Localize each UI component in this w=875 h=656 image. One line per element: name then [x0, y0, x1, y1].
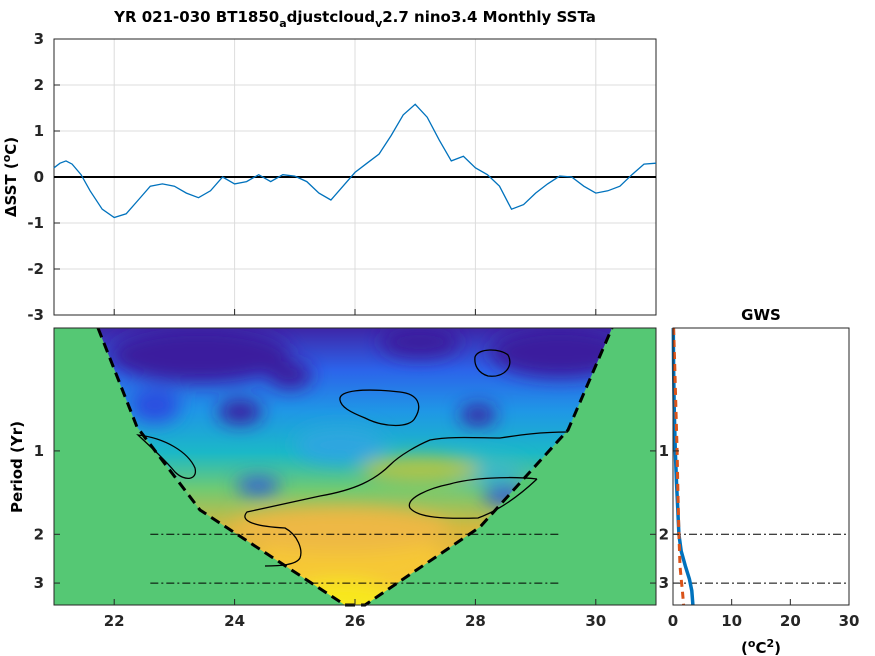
global-wavelet-spectrum-panel: GWS 0 10 20 30 123 (oC2) — [659, 306, 860, 656]
ylabel-superscript: o — [0, 154, 13, 162]
title-subscript-2: v — [375, 17, 383, 30]
wavelet-y-ticks: 1 2 3 — [34, 442, 656, 592]
ts-ytick-label-0: 0 — [34, 168, 44, 186]
sst-timeseries-panel: -3 -2 -1 0 1 2 3 ΔSST (oC) — [0, 30, 657, 324]
gws-xlabel-part-2: C — [755, 639, 766, 656]
gws-ytick-label-2: 2 — [659, 525, 669, 543]
ylabel-part-1: ΔSST ( — [2, 162, 20, 217]
gws-xtick-label-10: 10 — [721, 612, 742, 630]
gws-xlabel-part-1: ( — [741, 639, 748, 656]
timeseries-grid — [54, 39, 656, 315]
gws-xlabel-superscript-1: o — [748, 637, 756, 650]
gws-xtick-label-0: 0 — [668, 612, 678, 630]
gws-xlabel-superscript-2: 2 — [766, 637, 774, 650]
title-part-2: djustcloud — [287, 8, 375, 26]
ts-ytick-label-2: 2 — [34, 76, 44, 94]
title-subscript-1: a — [279, 17, 286, 30]
significance-contour-1 — [474, 349, 511, 377]
significance-contour-3 — [136, 434, 197, 479]
gws-ytick-label-3: 3 — [659, 574, 669, 592]
gws-reference-lines — [673, 533, 849, 584]
gws-frame — [672, 327, 850, 606]
gws-y-ticks: 1 2 3 — [659, 442, 679, 592]
wavelet-xtick-label-24: 24 — [224, 612, 245, 630]
title-part-1: YR 021-030 BT1850 — [113, 8, 279, 26]
timeseries-x-ticks — [113, 309, 597, 315]
ts-ytick-label--3: -3 — [27, 306, 44, 324]
significance-contour-2 — [339, 389, 420, 427]
ts-ytick-label-1: 1 — [34, 122, 44, 140]
gws-xtick-label-20: 20 — [780, 612, 801, 630]
wavelet-xtick-label-28: 28 — [465, 612, 486, 630]
wavelet-ytick-label-3: 3 — [34, 574, 44, 592]
ts-ytick-label--1: -1 — [27, 214, 44, 232]
significance-level-line — [672, 327, 686, 606]
ts-ytick-label--2: -2 — [27, 260, 44, 278]
gws-title: GWS — [741, 306, 781, 324]
significance-contour-4 — [244, 431, 569, 567]
chart-title: YR 021-030 BT1850adjustcloudv2.7 nino3.4… — [113, 8, 596, 30]
wavelet-power-panel: 22 24 26 28 30 1 2 3 Period (Yr) — [8, 327, 657, 630]
ts-ytick-label-3: 3 — [34, 30, 44, 48]
wavelet-ytick-label-1: 1 — [34, 442, 44, 460]
ylabel-part-2: C) — [2, 137, 20, 155]
gws-x-label: (oC2) — [741, 637, 781, 656]
gws-xtick-label-30: 30 — [839, 612, 860, 630]
wavelet-xtick-label-22: 22 — [104, 612, 125, 630]
wavelet-reference-lines — [150, 533, 560, 584]
wavelet-ytick-label-2: 2 — [34, 525, 44, 543]
gws-ytick-label-1: 1 — [659, 442, 669, 460]
gws-xlabel-part-3: ) — [774, 639, 781, 656]
timeseries-y-label: ΔSST (oC) — [0, 137, 20, 217]
title-part-3: 2.7 nino3.4 Monthly SSTa — [382, 8, 596, 26]
gws-x-ticks: 0 10 20 30 — [668, 599, 860, 630]
timeseries-y-ticks: -3 -2 -1 0 1 2 3 — [27, 30, 60, 324]
wavelet-xtick-label-26: 26 — [345, 612, 366, 630]
wavelet-xtick-label-30: 30 — [585, 612, 606, 630]
wavelet-x-ticks: 22 24 26 28 30 — [104, 599, 606, 630]
sst-anomaly-line — [53, 103, 657, 219]
wavelet-y-label: Period (Yr) — [8, 421, 26, 513]
